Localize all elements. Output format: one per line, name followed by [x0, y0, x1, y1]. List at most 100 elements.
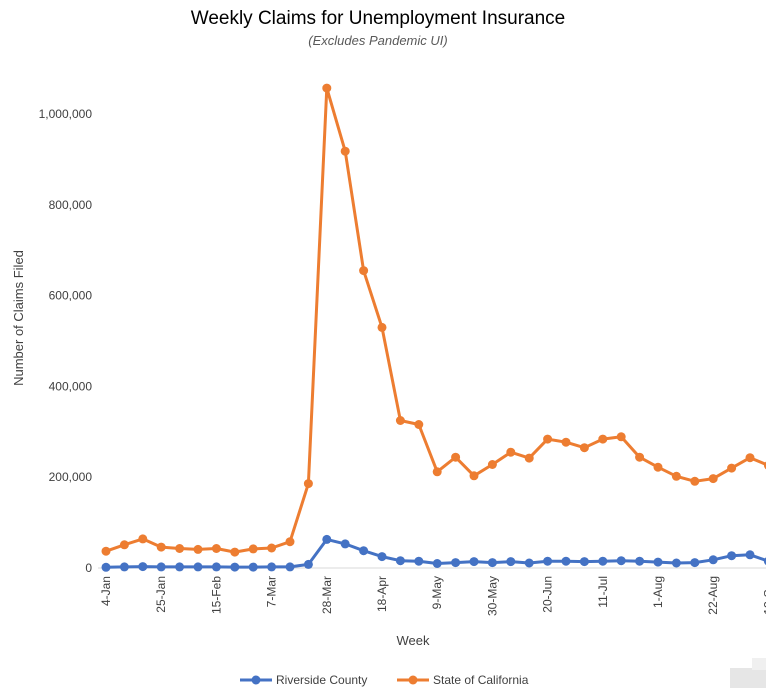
legend-label: State of California: [433, 673, 529, 687]
data-point: [763, 461, 766, 470]
y-axis-label: Number of Claims Filed: [11, 250, 26, 386]
data-point: [211, 562, 221, 572]
data-point: [156, 542, 166, 552]
data-point: [359, 266, 369, 276]
data-point: [101, 562, 111, 572]
data-point: [727, 551, 737, 561]
data-point: [285, 562, 295, 572]
x-tick-label: 15-Feb: [209, 576, 223, 614]
data-point: [414, 556, 424, 566]
data-point: [543, 434, 553, 444]
series-state-of-california: [101, 83, 766, 557]
data-point: [303, 559, 313, 569]
data-point: [248, 562, 258, 572]
data-point: [230, 547, 240, 557]
y-tick-label: 600,000: [49, 289, 93, 303]
data-point: [708, 555, 718, 565]
data-point: [708, 474, 718, 484]
legend-label: Riverside County: [276, 673, 367, 687]
data-point: [763, 557, 766, 566]
data-point: [193, 544, 203, 554]
data-point: [119, 540, 129, 550]
data-point: [414, 420, 424, 429]
legend-marker: [408, 675, 418, 685]
legend-item: Riverside County: [240, 673, 367, 687]
data-point: [230, 562, 240, 572]
data-point: [579, 443, 589, 453]
data-point: [193, 562, 203, 572]
x-axis-label: Week: [397, 633, 430, 648]
data-point: [561, 556, 571, 566]
data-point: [451, 452, 461, 462]
x-tick-label: 30-May: [485, 576, 499, 616]
data-point: [487, 460, 497, 469]
data-point: [119, 562, 129, 572]
x-tick-label: 9-May: [430, 576, 444, 609]
data-point: [653, 557, 663, 567]
data-point: [395, 416, 405, 425]
y-tick-label: 400,000: [49, 379, 93, 393]
data-point: [469, 471, 479, 481]
data-point: [377, 552, 387, 562]
data-point: [322, 534, 332, 544]
x-tick-label: 22-Aug: [706, 576, 720, 615]
data-point: [469, 557, 479, 567]
x-tick-label: 4-Jan: [99, 576, 113, 606]
data-point: [598, 434, 608, 444]
y-tick-label: 200,000: [49, 470, 93, 484]
data-point: [340, 146, 350, 156]
x-tick-label: 7-Mar: [265, 576, 279, 607]
data-point: [138, 562, 148, 572]
data-point: [524, 558, 534, 568]
data-point: [138, 534, 148, 544]
data-point: [543, 556, 553, 566]
data-point: [156, 562, 166, 572]
chart-legend: Riverside County State of California: [240, 673, 529, 687]
y-axis-ticks: 0 200,000 400,000 600,000 800,000 1,000,000: [39, 107, 93, 575]
data-point: [727, 463, 737, 473]
series-layer: [101, 83, 766, 572]
data-point: [616, 556, 626, 566]
y-tick-label: 1,000,000: [39, 107, 93, 121]
data-point: [690, 476, 700, 486]
data-point: [211, 544, 221, 553]
data-point: [579, 557, 589, 567]
data-point: [635, 452, 645, 462]
chart-title: Weekly Claims for Unemployment Insurance: [191, 8, 566, 29]
x-tick-label: 12-Sep: [761, 576, 766, 615]
data-point: [303, 479, 313, 489]
x-axis-ticks: 4-Jan 25-Jan 15-Feb 7-Mar 28-Mar 18-Apr 9-May 3…: [99, 576, 766, 616]
data-point: [451, 558, 461, 568]
data-point: [432, 467, 442, 477]
data-point: [671, 471, 681, 481]
data-point: [377, 322, 387, 332]
data-point: [524, 453, 534, 463]
x-tick-label: 18-Apr: [375, 576, 389, 612]
data-point: [671, 558, 681, 568]
x-tick-label: 11-Jul: [596, 576, 610, 608]
chart-subtitle: (Excludes Pandemic UI): [308, 33, 447, 48]
y-tick-label: 800,000: [49, 198, 93, 212]
x-tick-label: 1-Aug: [651, 576, 665, 608]
data-point: [561, 437, 571, 447]
data-point: [267, 543, 277, 553]
series-riverside-county: [101, 534, 766, 572]
resize-handle-icon[interactable]: [730, 658, 766, 688]
data-point: [432, 559, 442, 568]
data-point: [745, 453, 755, 463]
data-point: [395, 556, 405, 566]
y-tick-label: 0: [85, 561, 92, 575]
legend-item: State of California: [397, 673, 529, 687]
data-point: [506, 447, 516, 457]
legend-marker: [251, 675, 261, 685]
data-point: [101, 546, 111, 556]
data-point: [340, 539, 350, 549]
data-point: [653, 462, 663, 472]
data-point: [285, 537, 295, 547]
data-point: [635, 556, 645, 566]
data-point: [598, 556, 608, 566]
data-point: [690, 558, 700, 568]
data-point: [359, 546, 369, 556]
series-line-state-of-california: [104, 86, 766, 554]
data-point: [506, 557, 516, 567]
